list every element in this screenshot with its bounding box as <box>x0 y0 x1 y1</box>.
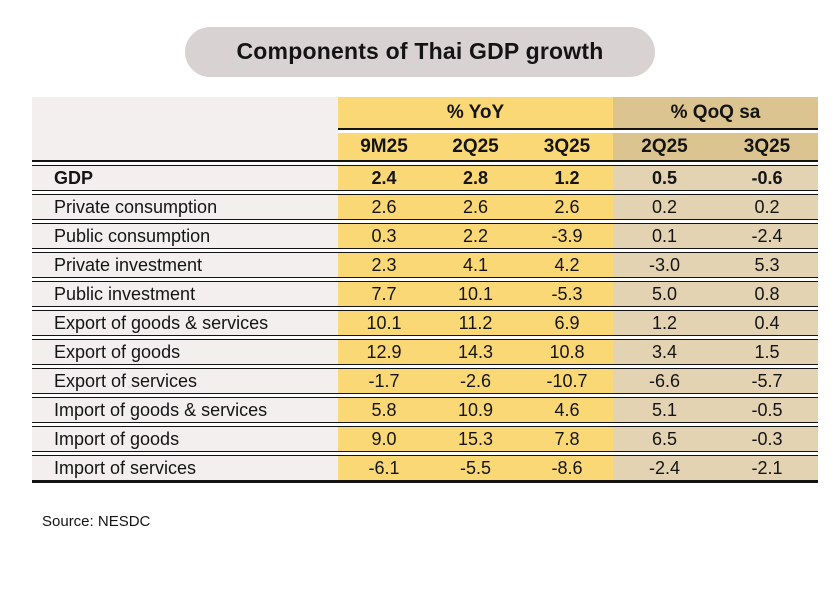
value-cell: 10.1 <box>338 310 430 336</box>
value-cell: 5.8 <box>338 397 430 423</box>
value-cell: 0.8 <box>716 281 818 307</box>
row-label: Import of services <box>32 455 338 483</box>
value-cell: 2.6 <box>430 194 521 220</box>
group-header-qoq: % QoQ sa <box>613 97 818 130</box>
table-row: Import of goods & services 5.8 10.9 4.6 5.1-… <box>32 397 818 423</box>
value-cell: 0.4 <box>716 310 818 336</box>
row-label: Public consumption <box>32 223 338 249</box>
value-cell: -8.6 <box>521 455 613 483</box>
gdp-components-table: % YoY % QoQ sa 9M25 2Q25 3Q25 2Q25 3Q25 … <box>32 94 818 486</box>
value-cell: 2.6 <box>521 194 613 220</box>
value-cell: -2.1 <box>716 455 818 483</box>
value-cell: 10.9 <box>430 397 521 423</box>
value-cell: -3.9 <box>521 223 613 249</box>
value-cell: 11.2 <box>430 310 521 336</box>
value-cell: 7.8 <box>521 426 613 452</box>
value-cell: -6.6 <box>613 368 716 394</box>
table-header: % YoY % QoQ sa 9M25 2Q25 3Q25 2Q25 3Q25 <box>32 97 818 162</box>
value-cell: -2.6 <box>430 368 521 394</box>
value-cell: 10.8 <box>521 339 613 365</box>
value-cell: 3.4 <box>613 339 716 365</box>
table-row: Export of goods & services 10.1 11.2 6.9 1.2… <box>32 310 818 336</box>
value-cell: 4.6 <box>521 397 613 423</box>
group-header-row: % YoY % QoQ sa <box>32 97 818 162</box>
value-cell: -5.7 <box>716 368 818 394</box>
column-header-row: 9M25 2Q25 3Q25 2Q25 3Q25 <box>32 133 818 162</box>
column-header-3q25-yoy: 3Q25 <box>521 133 613 162</box>
value-cell: 12.9 <box>338 339 430 365</box>
value-cell: -1.7 <box>338 368 430 394</box>
column-header-9m25-yoy: 9M25 <box>338 133 430 162</box>
value-cell: 0.3 <box>338 223 430 249</box>
table-row: Export of goods 12.9 14.3 10.8 3.4 1.5 <box>32 339 818 365</box>
value-cell: -0.6 <box>716 165 818 191</box>
value-cell: -2.4 <box>613 455 716 483</box>
column-header-2q25-qoq: 2Q25 <box>613 133 716 162</box>
row-label: GDP <box>32 165 338 191</box>
value-cell: 5.0 <box>613 281 716 307</box>
row-label: Export of goods & services <box>32 310 338 336</box>
group-header-yoy: % YoY <box>338 97 613 130</box>
value-cell: -0.3 <box>716 426 818 452</box>
value-cell: 0.5 <box>613 165 716 191</box>
value-cell: 0.2 <box>613 194 716 220</box>
value-cell: -6.1 <box>338 455 430 483</box>
table-row: Public consumption 0.3 2.2 -3.9 0.1 -2.4 <box>32 223 818 249</box>
value-cell: 2.8 <box>430 165 521 191</box>
value-cell: 1.2 <box>521 165 613 191</box>
table-row: Private consumption 2.6 2.6 2.6 0.2 0.2 <box>32 194 818 220</box>
table-row: Export of services -1.7 -2.6 -10.7 -6.6 -5.7 <box>32 368 818 394</box>
row-label: Export of goods <box>32 339 338 365</box>
row-label: Export of services <box>32 368 338 394</box>
value-cell: 9.0 <box>338 426 430 452</box>
value-cell: 2.4 <box>338 165 430 191</box>
value-cell: 4.2 <box>521 252 613 278</box>
table-row: Import of goods 9.0 15.3 7.8 6.5 -0.3 <box>32 426 818 452</box>
row-label: Private investment <box>32 252 338 278</box>
value-cell: 15.3 <box>430 426 521 452</box>
header-spacer-cell <box>32 97 338 162</box>
table-body: GDP 2.4 2.8 1.2 0.5 -0.6 Private consumption 2.… <box>32 165 818 483</box>
column-header-3q25-qoq: 3Q25 <box>716 133 818 162</box>
value-cell: 0.1 <box>613 223 716 249</box>
row-label: Import of goods & services <box>32 397 338 423</box>
value-cell: 2.6 <box>338 194 430 220</box>
value-cell: 1.2 <box>613 310 716 336</box>
value-cell: -5.5 <box>430 455 521 483</box>
value-cell: 0.2 <box>716 194 818 220</box>
value-cell: -2.4 <box>716 223 818 249</box>
value-cell: 7.7 <box>338 281 430 307</box>
table-row: Private investment 2.3 4.1 4.2 -3.0 5.3 <box>32 252 818 278</box>
value-cell: -5.3 <box>521 281 613 307</box>
value-cell: 10.1 <box>430 281 521 307</box>
title-bar: Components of Thai GDP growth <box>0 0 840 77</box>
value-cell: 5.1 <box>613 397 716 423</box>
column-header-2q25-yoy: 2Q25 <box>430 133 521 162</box>
value-cell: -10.7 <box>521 368 613 394</box>
table-row: Import of services -6.1 -5.5 -8.6 -2.4 -2.1 <box>32 455 818 483</box>
value-cell: 5.3 <box>716 252 818 278</box>
row-label: Import of goods <box>32 426 338 452</box>
value-cell: 4.1 <box>430 252 521 278</box>
value-cell: 1.5 <box>716 339 818 365</box>
table-row: Public investment 7.7 10.1 -5.3 5.0 0.8 <box>32 281 818 307</box>
table-row: GDP 2.4 2.8 1.2 0.5 -0.6 <box>32 165 818 191</box>
value-cell: 2.3 <box>338 252 430 278</box>
row-label: Private consumption <box>32 194 338 220</box>
value-cell: -3.0 <box>613 252 716 278</box>
source-note: Source: NESDC <box>42 513 151 530</box>
page-title: Components of Thai GDP growth <box>184 27 656 77</box>
value-cell: 14.3 <box>430 339 521 365</box>
row-label: Public investment <box>32 281 338 307</box>
value-cell: 6.5 <box>613 426 716 452</box>
value-cell: 6.9 <box>521 310 613 336</box>
value-cell: 2.2 <box>430 223 521 249</box>
value-cell: -0.5 <box>716 397 818 423</box>
